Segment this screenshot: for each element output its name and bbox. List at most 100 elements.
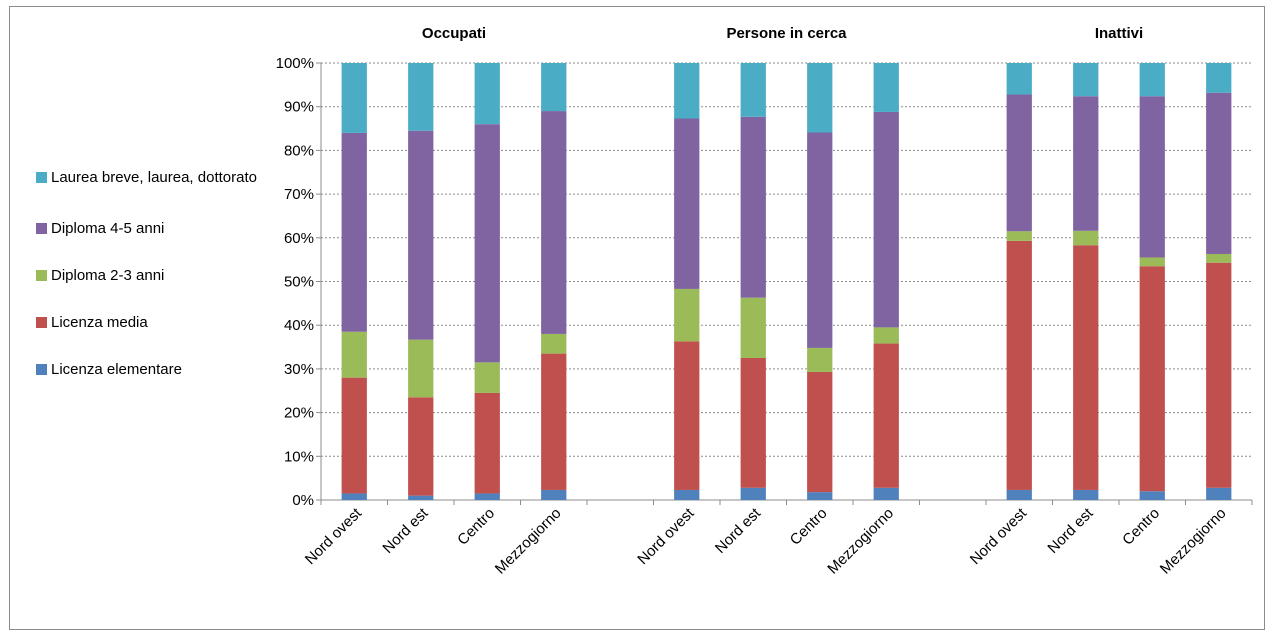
y-tick-label: 10% (284, 448, 314, 465)
bar-segment (674, 118, 699, 288)
bar-segment (342, 133, 367, 332)
bar-segment (342, 378, 367, 494)
bar-segment (1206, 263, 1231, 488)
panel-title: Inattivi (1095, 25, 1143, 42)
bar-segment (674, 341, 699, 490)
bar-segment (1073, 96, 1098, 231)
bar-segment (874, 344, 899, 488)
bar-segment (1206, 254, 1231, 263)
y-tick-label: 80% (284, 142, 314, 159)
bar-segment (741, 117, 766, 298)
bar-segment (408, 63, 433, 131)
bar-segment (342, 63, 367, 133)
bar-segment (807, 63, 832, 132)
bar-segment (1073, 245, 1098, 490)
legend-swatch (36, 270, 47, 281)
bar-segment (1140, 491, 1165, 500)
bar-segment (475, 124, 500, 362)
bar-segment (342, 493, 367, 500)
bar-segment (475, 63, 500, 124)
bar-segment (541, 111, 566, 334)
bar-segment (674, 289, 699, 341)
y-tick-label: 50% (284, 274, 314, 291)
x-category-label: Mezzogiorno (492, 505, 565, 578)
bar-segment (408, 397, 433, 495)
y-tick-label: 70% (284, 186, 314, 203)
y-tick-label: 60% (284, 230, 314, 247)
legend-label: Laurea breve, laurea, dottorato (51, 169, 257, 186)
bar-segment (475, 393, 500, 494)
bar-segment (342, 332, 367, 378)
bar-segment (1007, 94, 1032, 231)
panel-title: Persone in cerca (726, 25, 847, 42)
bar-segment (741, 298, 766, 358)
y-tick-label: 20% (284, 405, 314, 422)
bar-segment (1206, 488, 1231, 500)
bar-segment (408, 496, 433, 500)
bar-segment (674, 490, 699, 500)
bar-segment (807, 492, 832, 500)
bar-segment (1140, 266, 1165, 491)
x-category-label: Centro (454, 505, 498, 549)
bar-segment (1007, 231, 1032, 241)
legend-item: Diploma 4-5 anni (36, 218, 266, 240)
x-category-label: Nord ovest (634, 504, 698, 568)
bar-segment (1073, 490, 1098, 500)
legend-label: Diploma 2-3 anni (51, 267, 164, 284)
y-tick-label: 30% (284, 361, 314, 378)
x-category-label: Nord est (1044, 504, 1097, 557)
legend-label: Licenza elementare (51, 361, 182, 378)
bar-segment (807, 132, 832, 347)
bar-segment (807, 348, 832, 372)
bar-segment (475, 493, 500, 500)
bar-segment (408, 340, 433, 398)
bar-segment (1007, 490, 1032, 500)
bar-segment (1140, 63, 1165, 96)
legend-label: Licenza media (51, 314, 148, 331)
legend-swatch (36, 172, 47, 183)
bar-segment (741, 358, 766, 488)
x-category-label: Nord ovest (967, 504, 1031, 568)
bar-segment (807, 372, 832, 492)
bar-segment (541, 334, 566, 354)
legend-swatch (36, 223, 47, 234)
x-category-label: Nord est (712, 504, 765, 557)
y-tick-label: 40% (284, 317, 314, 334)
bar-segment (475, 362, 500, 393)
x-category-label: Nord est (379, 504, 432, 557)
bar-segment (1007, 241, 1032, 490)
bar-segment (741, 63, 766, 117)
legend-label: Diploma 4-5 anni (51, 220, 164, 237)
bar-segment (874, 63, 899, 112)
x-category-label: Mezzogiorno (824, 505, 897, 578)
x-category-label: Mezzogiorno (1157, 505, 1230, 578)
legend-item: Licenza elementare (36, 359, 266, 381)
bar-segment (741, 488, 766, 500)
legend-swatch (36, 364, 47, 375)
legend-item: Laurea breve, laurea, dottorato (36, 167, 266, 189)
bar-segment (1007, 63, 1032, 94)
bar-segment (541, 490, 566, 500)
bar-segment (1140, 96, 1165, 257)
chart-frame: 0% 10% 20% 30% 40% 50% 60% 70% 80% 90% 100% Occupat… (9, 6, 1265, 630)
bar-segment (541, 63, 566, 111)
bar-segment (874, 327, 899, 343)
legend-swatch (36, 317, 47, 328)
y-tick-label: 90% (284, 99, 314, 116)
bar-segment (408, 131, 433, 340)
legend-item: Diploma 2-3 anni (36, 265, 266, 287)
x-category-label: Nord ovest (302, 504, 366, 568)
y-tick-label: 0% (292, 492, 314, 509)
bar-segment (874, 112, 899, 327)
x-category-label: Centro (787, 505, 831, 549)
bar-segment (1206, 63, 1231, 93)
panel-title: Occupati (422, 25, 486, 42)
bar-segment (1206, 93, 1231, 254)
bar-segment (1073, 231, 1098, 245)
bar-segment (1073, 63, 1098, 96)
x-category-label: Centro (1119, 505, 1163, 549)
y-tick-label: 100% (276, 55, 314, 72)
bar-segment (541, 354, 566, 490)
bar-segment (1140, 257, 1165, 266)
legend-item: Licenza media (36, 312, 266, 334)
